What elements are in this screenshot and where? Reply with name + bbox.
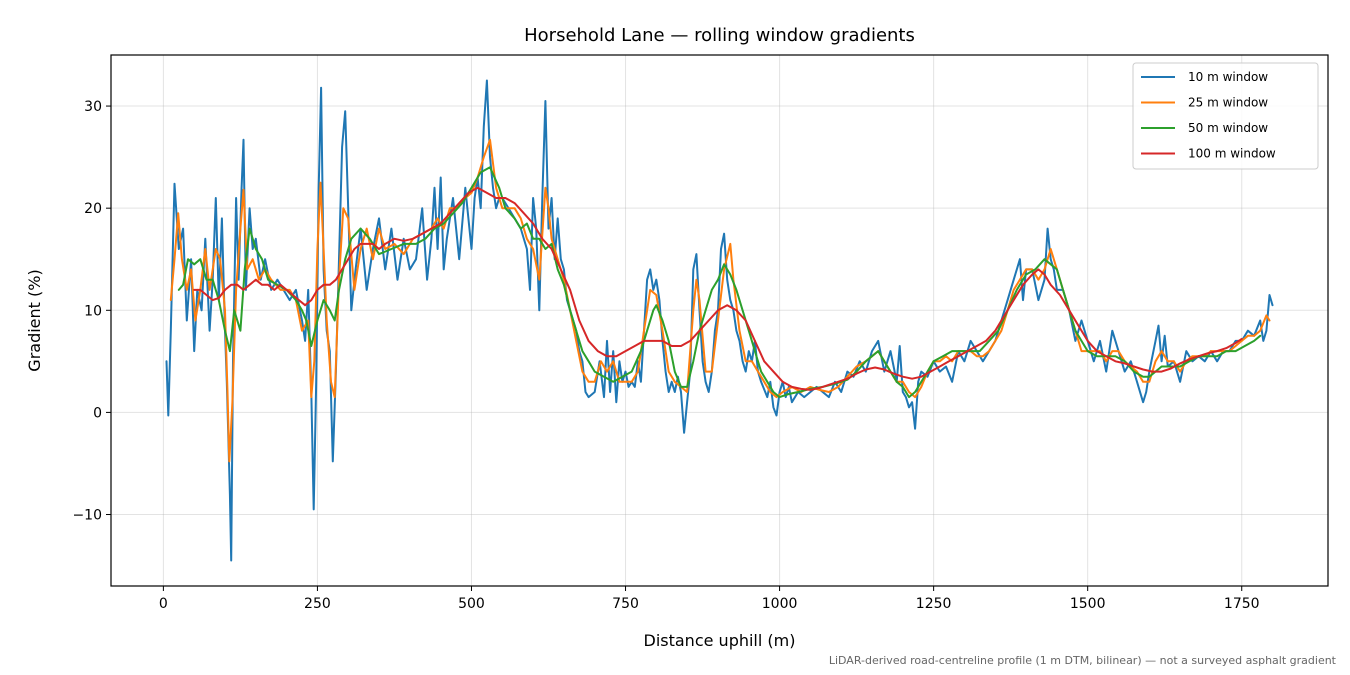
- legend-label: 100 m window: [1188, 147, 1276, 161]
- y-tick-label: 0: [93, 405, 102, 421]
- axis-ticks: 0 250 500 750 1000 1250 1500 1750 −10 0 10 20 30: [72, 99, 1259, 612]
- legend-label: 50 m window: [1188, 121, 1268, 135]
- legend-label: 25 m window: [1188, 96, 1268, 110]
- chart-footnote: LiDAR-derived road-centreline profile (1…: [829, 654, 1337, 667]
- y-tick-label: −10: [72, 508, 102, 524]
- x-axis-label: Distance uphill (m): [644, 631, 796, 650]
- y-tick-label: 30: [84, 99, 102, 115]
- series-line-100-m-window: [193, 186, 1243, 391]
- plot-area-frame: [110, 54, 1329, 587]
- legend-label: 10 m window: [1188, 70, 1268, 84]
- x-tick-label: 1500: [1070, 596, 1106, 612]
- y-tick-label: 20: [84, 201, 102, 217]
- x-tick-label: 1750: [1224, 596, 1260, 612]
- chart-title: Horsehold Lane — rolling window gradient…: [524, 25, 915, 46]
- legend-box: [1132, 62, 1319, 170]
- series-line-50-m-window: [177, 166, 1262, 399]
- series-lines: [165, 79, 1274, 562]
- x-tick-label: 1250: [916, 596, 952, 612]
- x-tick-label: 500: [458, 596, 485, 612]
- x-tick-label: 750: [612, 596, 639, 612]
- legend: 10 m window 25 m window 50 m window 100 m w…: [1132, 62, 1319, 170]
- y-axis-label: Gradient (%): [25, 269, 44, 371]
- x-tick-label: 1000: [762, 596, 798, 612]
- x-tick-label: 0: [159, 596, 168, 612]
- series-line-25-m-window: [169, 138, 1271, 463]
- y-tick-label: 10: [84, 303, 102, 319]
- series-line-10-m-window: [165, 79, 1274, 562]
- grid-lines: [111, 55, 1328, 586]
- x-tick-label: 250: [304, 596, 331, 612]
